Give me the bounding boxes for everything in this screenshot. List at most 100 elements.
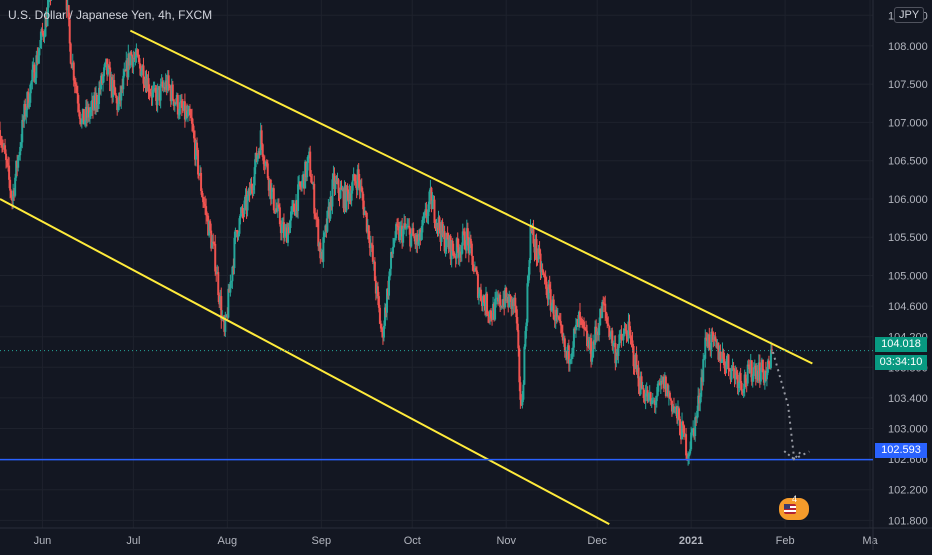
candle-body: [114, 87, 117, 96]
candle-body: [173, 102, 176, 107]
projection-arrowhead: [783, 449, 803, 461]
candle-body: [410, 233, 413, 247]
candle-body: [338, 193, 341, 199]
candle-body: [112, 80, 115, 98]
y-tick-label: 108.000: [888, 41, 928, 53]
candle-body: [640, 376, 643, 389]
candle-body: [339, 187, 342, 199]
candle-body: [193, 130, 195, 139]
candle-body: [616, 352, 619, 356]
candle-body: [744, 374, 747, 383]
candle-body: [746, 364, 749, 384]
candle-body: [623, 329, 626, 334]
candle-body: [703, 358, 706, 360]
candle-body: [674, 406, 677, 408]
candle-body: [739, 373, 742, 383]
y-tick-label: 105.500: [888, 232, 928, 244]
candles-layer: [0, 0, 773, 466]
candle-body: [201, 190, 204, 198]
candle-body: [227, 288, 230, 318]
candle-body: [743, 374, 746, 390]
candle-body: [191, 123, 194, 131]
x-tick-label: Sep: [312, 535, 332, 547]
candle-body: [649, 392, 652, 405]
candle-body: [359, 186, 362, 191]
candle-body: [305, 161, 308, 178]
candle-body: [324, 225, 327, 233]
candle-body: [747, 364, 750, 367]
candle-body: [356, 169, 359, 190]
candle-body: [127, 53, 130, 78]
candle-body: [258, 151, 261, 155]
candle-body: [263, 164, 266, 166]
candle-body: [362, 200, 365, 215]
upper-trendline: [129, 29, 813, 365]
candle-body: [229, 282, 232, 293]
candle-body: [430, 187, 433, 210]
x-tick-label: Jul: [126, 535, 140, 547]
candle-body: [497, 297, 500, 302]
candle-body: [71, 62, 74, 69]
candle-body: [347, 191, 350, 202]
candle-body: [326, 210, 329, 232]
candle-body: [340, 187, 343, 190]
candle-body: [759, 371, 762, 382]
candle-body: [632, 345, 635, 367]
candle-body: [769, 349, 772, 368]
candle-body: [285, 227, 288, 243]
candle-body: [133, 58, 136, 60]
candle-body: [691, 428, 694, 433]
candle-body: [659, 380, 662, 385]
candle-body: [609, 336, 612, 338]
candle-body: [124, 70, 127, 72]
candle-body: [467, 237, 470, 254]
candle-body: [0, 130, 1, 143]
candle-body: [176, 94, 179, 115]
candle-body: [182, 101, 185, 111]
candle-body: [233, 237, 236, 269]
candle-body: [644, 393, 647, 401]
candle-body: [468, 238, 471, 254]
candle-body: [25, 110, 28, 117]
candle-body: [559, 321, 562, 326]
candle-body: [474, 268, 477, 271]
candle-body: [715, 340, 718, 348]
candle-body: [536, 258, 539, 260]
candle-body: [364, 211, 367, 213]
candle-body: [591, 357, 594, 362]
candle-body: [400, 225, 403, 228]
candle-body: [721, 351, 724, 362]
candle-body: [299, 181, 302, 187]
y-tick-label: 105.000: [888, 270, 928, 282]
candle-body: [758, 362, 761, 382]
us-flag-icon[interactable]: [778, 497, 810, 521]
candle-body: [564, 351, 567, 353]
candle-body: [118, 92, 121, 104]
candle-body: [330, 196, 333, 207]
candle-body: [714, 336, 717, 341]
candle-body: [74, 84, 77, 87]
candle-body: [599, 308, 602, 326]
candle-body: [603, 303, 606, 305]
candle-body: [530, 226, 533, 231]
candle-body: [175, 94, 178, 104]
candle-body: [488, 315, 491, 318]
candle-body: [4, 145, 7, 154]
candle-body: [716, 342, 719, 348]
candle-body: [414, 238, 417, 245]
candle-body: [129, 52, 132, 66]
candle-body: [140, 71, 143, 76]
candle-body: [214, 243, 217, 272]
candle-body: [458, 251, 461, 258]
candle-body: [291, 206, 294, 212]
candle-body: [556, 316, 559, 318]
candle-body: [345, 185, 348, 211]
candle-body: [549, 289, 552, 311]
candle-body: [574, 324, 577, 329]
candle-body: [555, 309, 558, 317]
currency-badge[interactable]: JPY: [894, 7, 925, 23]
candle-body: [436, 222, 439, 228]
candle-body: [576, 319, 579, 327]
